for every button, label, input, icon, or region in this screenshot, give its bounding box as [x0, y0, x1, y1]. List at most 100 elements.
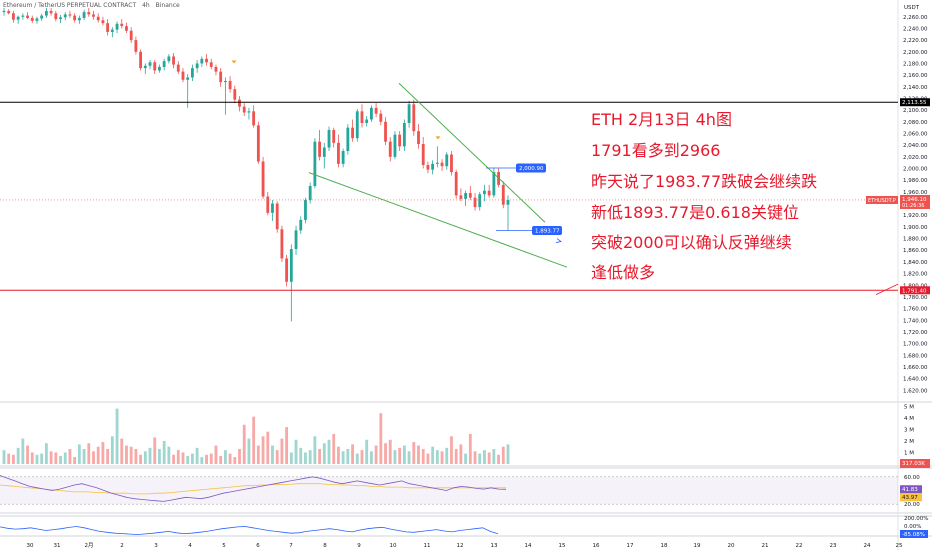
price-tick-label: 1,660.00 [903, 365, 928, 371]
volume-bar [87, 443, 91, 464]
candle-body [271, 203, 274, 213]
candle-body [252, 111, 256, 126]
price-tick-label: 1,620.00 [903, 388, 928, 394]
volume-bar [35, 454, 39, 464]
volume-bar [501, 446, 505, 464]
volume-bar [16, 447, 20, 464]
volume-bar [360, 450, 364, 464]
volume-bar [205, 454, 208, 464]
volume-bar [313, 436, 317, 464]
candle-body [16, 16, 20, 20]
volume-bar [431, 446, 435, 464]
volume-bar [153, 437, 157, 464]
volume-bar [478, 453, 482, 464]
volume-bar [384, 443, 387, 464]
price-tick-label: 2,160.00 [903, 73, 928, 79]
volume-bar [327, 439, 331, 464]
candle-body [176, 64, 180, 72]
candle-body [304, 200, 307, 220]
candle-body [172, 56, 175, 65]
countdown-label: 01:26:36 [902, 203, 924, 209]
volume-bar [417, 445, 420, 464]
volume-bar [176, 450, 180, 464]
candle-body [54, 13, 58, 20]
time-tick-label: 5 [222, 543, 226, 549]
volume-bar [407, 451, 411, 464]
volume-bar [450, 436, 453, 464]
time-tick-label: 8 [323, 543, 327, 549]
volume-bar [294, 439, 298, 464]
marker-box-1 [532, 226, 562, 236]
candle-body [431, 163, 435, 170]
candle-body [134, 40, 138, 52]
volume-bar [49, 451, 53, 464]
marker-box-0 [516, 163, 546, 173]
candle-body [181, 71, 185, 80]
volume-bar [82, 449, 86, 464]
candle-body [12, 13, 15, 20]
level-tag-bg-0 [900, 98, 930, 107]
volume-bar [374, 445, 378, 464]
candle-body [483, 190, 486, 195]
candle-body [464, 193, 468, 199]
candle-body [167, 56, 171, 62]
volume-bar [21, 438, 25, 464]
candle-body [426, 165, 430, 170]
volume-bar [167, 446, 171, 464]
price-tick-label: 1,720.00 [903, 330, 928, 336]
volume-bar [54, 452, 58, 464]
candle-body [374, 107, 378, 114]
volume-bar [96, 446, 100, 464]
candle-body [417, 131, 420, 145]
marker-label: 2,000.90 [519, 166, 544, 172]
rsi-tick-label: 60.00 [904, 475, 920, 481]
candle-body [492, 172, 496, 196]
candle-body [280, 229, 284, 259]
annotation-line-2: 1791看多到2966 [591, 141, 721, 160]
price-tick-label: 2,040.00 [903, 143, 928, 149]
candle-body [195, 63, 199, 69]
volume-bar [120, 438, 124, 464]
candle-body [158, 66, 161, 71]
annotation-line-6: 逢低做多 [591, 263, 656, 282]
volume-bar [304, 452, 307, 464]
level-tag-label: 2,113.55 [902, 100, 927, 106]
time-tick-label: 11 [424, 543, 431, 549]
price-tick-label: 1,920.00 [903, 213, 928, 219]
volume-bar [200, 457, 204, 464]
interval-label[interactable]: 4h [142, 2, 150, 9]
candle-body [44, 10, 48, 16]
candle-body [219, 71, 223, 83]
rsi-ma-tag-bg [900, 493, 922, 502]
volume-tick-label: 5 M [904, 404, 914, 410]
candle-body [398, 134, 402, 147]
volume-bar [134, 449, 138, 464]
candle-body [49, 10, 53, 14]
candle-body [209, 62, 213, 67]
volume-bar [162, 440, 166, 464]
volume-bar [242, 424, 246, 464]
price-tick-label: 2,060.00 [903, 131, 928, 137]
osc-value-tag-bg [900, 530, 928, 538]
candle-body [402, 122, 406, 147]
time-tick-label: 23 [830, 543, 837, 549]
volume-bar [355, 453, 359, 464]
signal-triangle-icon [435, 136, 441, 140]
time-tick-label: 24 [864, 543, 871, 549]
candle-body [40, 15, 44, 19]
candle-body [242, 106, 246, 113]
volume-bar [186, 455, 190, 464]
candle-body [369, 107, 373, 120]
volume-bar [398, 447, 402, 464]
volume-bar [101, 442, 105, 464]
projection-arrow-icon [555, 238, 562, 243]
volume-bar [337, 446, 340, 464]
symbol-title[interactable]: Ethereum / TetherUS PERPETUAL CONTRACT [3, 2, 137, 9]
annotation-line-3: 昨天说了1983.77跌破会继续跌 [591, 172, 818, 191]
candle-body [478, 194, 482, 208]
volume-bar [275, 450, 279, 464]
volume-bar [68, 449, 72, 464]
volume-bar [158, 449, 161, 464]
candle-body [247, 111, 251, 113]
